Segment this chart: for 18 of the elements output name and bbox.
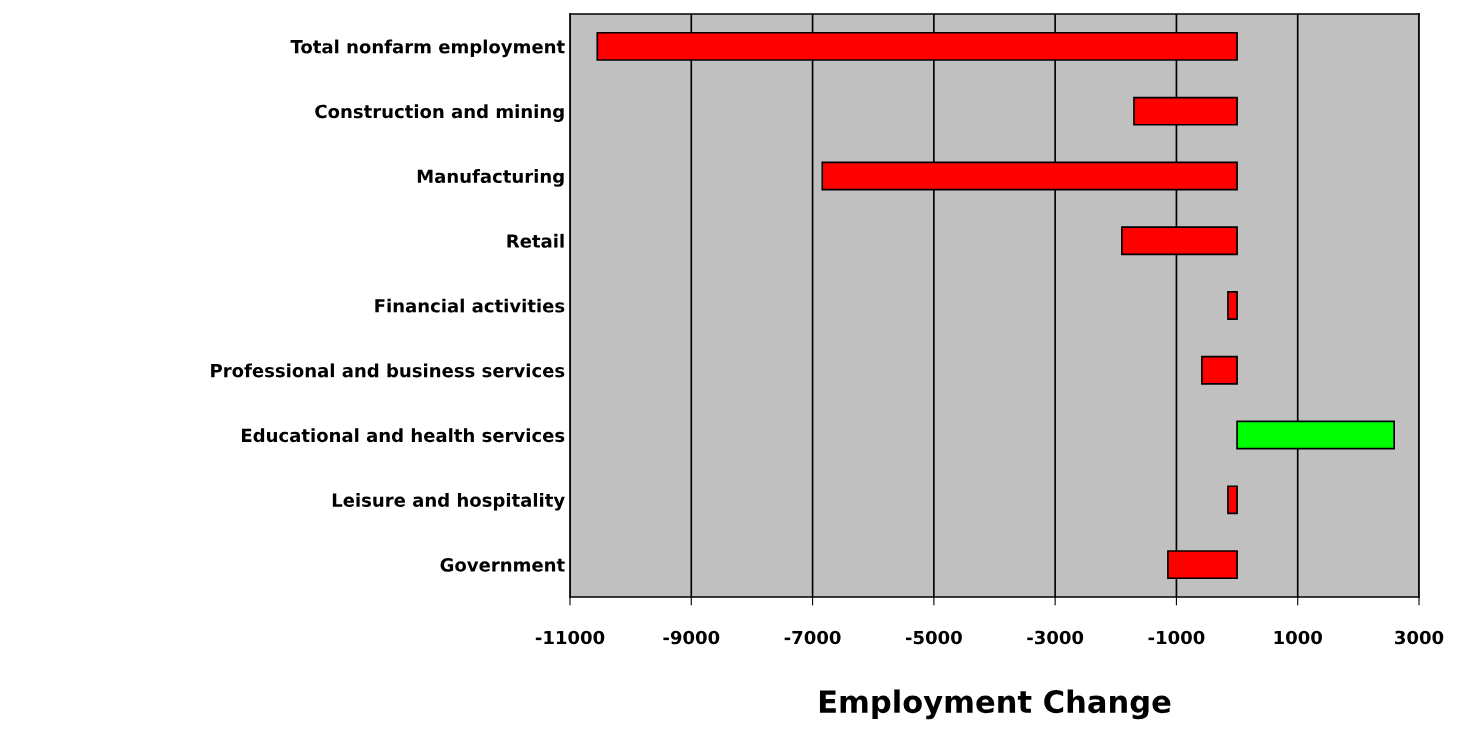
x-tick-label: -11000 bbox=[535, 630, 605, 645]
y-tick-label: Financial activities bbox=[375, 298, 565, 313]
x-axis-title: Employment Change bbox=[819, 689, 1171, 720]
x-tick-label: -9000 bbox=[663, 630, 720, 645]
x-tick-label: -3000 bbox=[1027, 630, 1084, 645]
y-tick-label: Government bbox=[440, 558, 565, 572]
y-tick-label: Professional and business services bbox=[211, 363, 565, 378]
x-tick-label: -5000 bbox=[905, 630, 962, 645]
y-tick-label: Manufacturing bbox=[417, 169, 564, 187]
x-tick-label: 1000 bbox=[1274, 630, 1322, 645]
y-tick-label: Total nonfarm employment bbox=[290, 39, 565, 58]
x-tick-label: -1000 bbox=[1148, 630, 1205, 645]
x-tick-label: 3000 bbox=[1395, 630, 1444, 645]
y-tick-label: Educational and health services bbox=[242, 428, 565, 443]
y-tick-label: Construction and mining bbox=[315, 104, 564, 122]
x-tick-label: -7000 bbox=[784, 630, 841, 645]
y-tick-label: Leisure and hospitality bbox=[332, 492, 565, 511]
y-tick-label: Retail bbox=[507, 233, 564, 248]
